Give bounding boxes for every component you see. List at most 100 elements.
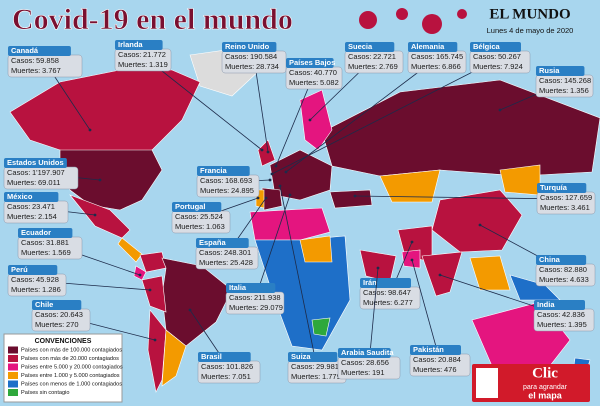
cases-label: Casos: <box>539 76 562 85</box>
callout-tab <box>18 228 73 238</box>
country-shape <box>139 251 167 273</box>
country-name: Arabia Saudita <box>341 348 394 357</box>
cases-label: Casos: <box>11 56 34 65</box>
cases-value: 190.584 <box>250 52 277 61</box>
deaths-value: 69.011 <box>38 178 60 187</box>
leader-line <box>142 55 263 151</box>
leader-line <box>254 194 291 300</box>
callout-tab <box>172 202 222 212</box>
callout-tab <box>115 40 163 50</box>
country-name: Italia <box>229 283 247 292</box>
leader-dot <box>284 170 288 174</box>
country-name: Irán <box>363 278 377 287</box>
cases-label: Casos: <box>200 176 223 185</box>
deaths-value: 270 <box>66 320 79 329</box>
country-name: Suiza <box>291 352 311 361</box>
deaths-value: 5.082 <box>320 78 339 87</box>
cases-value: 23.471 <box>32 202 55 211</box>
callout-tab <box>196 238 249 248</box>
leader-dot <box>93 213 97 217</box>
leader-dot <box>264 196 268 200</box>
leader-dot <box>153 338 157 342</box>
leader-dot <box>478 223 482 227</box>
deaths-label: Muertes: <box>539 275 568 284</box>
deaths-value: 2.769 <box>379 62 398 71</box>
cases-value: 28.656 <box>366 358 389 367</box>
callout-tab <box>470 42 521 52</box>
country-shape <box>249 207 331 241</box>
deaths-label: Muertes: <box>539 86 568 95</box>
country-shape <box>141 275 167 313</box>
leader-dot <box>268 178 272 182</box>
leader-line <box>275 73 315 167</box>
country-name: Turquía <box>540 183 568 192</box>
country-shape <box>69 194 131 239</box>
country-name: Rusia <box>539 66 560 75</box>
cases-value: 45.928 <box>36 275 59 284</box>
country-shape <box>117 237 143 263</box>
country-shape <box>499 164 541 196</box>
legend-label: Países sin contagio <box>21 390 70 396</box>
cases-label: Casos: <box>539 265 562 274</box>
leader-dot <box>278 184 282 188</box>
deaths-value: 1.356 <box>570 86 589 95</box>
cases-value: 20.884 <box>438 355 461 364</box>
callout-tab <box>360 278 411 288</box>
leader-dot <box>410 240 414 244</box>
callout-tab <box>345 42 395 52</box>
cases-label: Casos: <box>411 52 434 61</box>
leader-line <box>411 259 441 362</box>
leader-line <box>271 57 501 175</box>
legend-label: Países entre 5.000 y 20.000 contagiados <box>21 364 123 370</box>
cases-label: Casos: <box>35 310 58 319</box>
deaths-value: 25.428 <box>230 258 253 267</box>
deaths-label: Muertes: <box>35 320 64 329</box>
country-shape <box>421 251 463 297</box>
cases-label: Casos: <box>537 310 560 319</box>
leader-dot <box>498 108 502 112</box>
cases-value: 82.880 <box>564 265 587 274</box>
country-name: Ecuador <box>21 228 51 237</box>
country-name: Alemania <box>411 42 445 51</box>
cases-value: 101.826 <box>226 362 253 371</box>
country-name: Reino Unido <box>225 42 270 51</box>
cases-value: 127.659 <box>565 193 592 202</box>
button-line[interactable]: el mapa <box>528 390 563 400</box>
cases-value: 29.981 <box>316 362 339 371</box>
country-name: Brasil <box>201 352 222 361</box>
cases-value: 22.721 <box>373 52 396 61</box>
callout-tab <box>410 345 461 355</box>
map-button[interactable]: Clic para agrandar el mapa <box>472 364 590 402</box>
cases-label: Casos: <box>473 52 496 61</box>
leader-line <box>253 57 269 153</box>
country-name: Perú <box>11 265 28 274</box>
date: Lunes 4 de mayo de 2020 <box>487 26 574 35</box>
country-shape <box>379 169 441 203</box>
cases-label: Casos: <box>175 212 198 221</box>
legend: CONVENCIONES Países con más de 100.000 c… <box>3 333 123 403</box>
deaths-label: Muertes: <box>473 62 502 71</box>
deaths-label: Muertes: <box>229 303 258 312</box>
cases-value: 25.524 <box>200 212 223 221</box>
deaths-label: Muertes: <box>225 62 254 71</box>
leader-dot <box>308 118 312 122</box>
cases-label: Casos: <box>21 238 44 247</box>
deaths-label: Muertes: <box>175 222 204 231</box>
callout-tab <box>198 352 251 362</box>
legend-box <box>3 333 123 403</box>
deaths-label: Muertes: <box>537 320 566 329</box>
cases-label: Casos: <box>201 362 224 371</box>
button-box[interactable] <box>472 364 590 402</box>
callout-tab <box>4 158 67 168</box>
deaths-label: Muertes: <box>540 203 569 212</box>
deaths-value: 4.633 <box>570 275 589 284</box>
button-title[interactable]: Clic <box>532 365 558 381</box>
button-line[interactable]: para agrandar <box>523 384 568 391</box>
cases-label: Casos: <box>540 193 563 202</box>
legend-items: Países con más de 100.000 contagiados Paí… <box>8 346 123 396</box>
legend-swatch <box>8 389 18 396</box>
deaths-value: 1.779 <box>322 372 341 381</box>
country-name: India <box>537 300 555 309</box>
country-name: China <box>539 255 561 264</box>
